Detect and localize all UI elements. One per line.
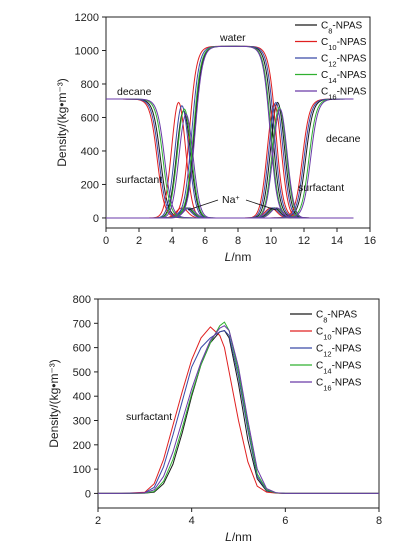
y-tick-label: 200 <box>81 179 99 191</box>
annotation-surfactant: surfactant <box>126 411 172 423</box>
legend-label-14: C14-NPAS <box>321 70 367 85</box>
x-axis-label-unit: /nm <box>232 530 252 544</box>
x-axis-label-unit: /nm <box>231 250 251 264</box>
legend-label-12: C12-NPAS <box>321 54 367 69</box>
legend-label-sub: 16 <box>328 92 336 101</box>
legend-label-sub: 10 <box>328 43 336 52</box>
plot-frame <box>97 298 380 509</box>
legend-label-main: C <box>316 327 323 338</box>
y-tick-label: 800 <box>81 79 99 91</box>
y-axis-label: Density/(kg•m⁻³) <box>47 359 61 448</box>
annotation-sodium-arrow-right <box>245 199 277 211</box>
legend-label-main: C <box>321 70 328 81</box>
legend-label-sub: 8 <box>328 26 332 35</box>
y-tick-label: 0 <box>93 213 99 225</box>
legend-label-main: C <box>321 87 328 98</box>
legend-label-10: C10-NPAS <box>321 37 367 52</box>
series-16-line <box>98 325 379 494</box>
legend-label-sub: 12 <box>328 59 336 68</box>
y-tick-label: 800 <box>73 294 91 306</box>
legend-label-sub: 12 <box>323 349 331 358</box>
legend-label-rest: -NPAS <box>332 361 362 372</box>
y-tick-label: 500 <box>73 367 91 379</box>
legend-label-main: C <box>321 54 328 65</box>
surfactant-peak-chart: 2 4 6 8 0 100 200 300 400 500 600 700 800 L/nm Density… <box>47 294 382 544</box>
legend-label-main: C <box>316 361 323 372</box>
legend-label-rest: -NPAS <box>337 54 367 65</box>
series-14-sodium-line <box>106 207 354 219</box>
legend-label-main: C <box>321 21 328 32</box>
legend-label-8: C8-NPAS <box>316 310 358 325</box>
series-10-line <box>98 326 379 494</box>
x-axis-label-italic: L <box>225 530 232 544</box>
annotation-sodium-text: Na <box>222 194 236 206</box>
legend-label-rest: -NPAS <box>332 327 362 338</box>
legend-label-rest: -NPAS <box>337 37 367 48</box>
x-tick-label: 6 <box>202 235 208 247</box>
y-axis-label: Density/(kg•m⁻³) <box>55 78 69 167</box>
x-tick-label: 8 <box>235 235 241 247</box>
legend-label-main: C <box>316 344 323 355</box>
density-profile-chart: 0 2 4 6 8 10 12 14 16 0 200 400 600 800 1000 1200 L/nm De… <box>55 12 376 264</box>
annotation-sodium-charge: + <box>235 195 239 202</box>
series-12-sodium-line <box>106 207 354 219</box>
x-tick-label: 4 <box>189 515 195 527</box>
y-tick-label: 400 <box>81 146 99 158</box>
annotation-water: water <box>219 32 246 44</box>
legend-label-16: C16-NPAS <box>316 378 362 393</box>
y-tick-label: 700 <box>73 318 91 330</box>
y-tick-label: 600 <box>81 112 99 124</box>
y-tick-label: 1000 <box>75 45 99 57</box>
x-tick-label: 2 <box>95 515 101 527</box>
x-axis-label: L/nm <box>225 250 252 264</box>
series-8-sodium-line <box>106 207 354 219</box>
legend-label-sub: 14 <box>328 76 336 85</box>
annotation-sodium-arrow-left <box>187 199 219 211</box>
legend-label-14: C14-NPAS <box>316 361 362 376</box>
legend-label-rest: -NPAS <box>332 344 362 355</box>
legend-label-main: C <box>316 378 323 389</box>
legend-label-sub: 8 <box>323 315 327 324</box>
y-tick-label: 400 <box>73 391 91 403</box>
x-tick-label: 8 <box>376 515 382 527</box>
y-tick-label: 0 <box>85 488 91 500</box>
legend-label-rest: -NPAS <box>332 21 362 32</box>
y-tick-label: 600 <box>73 343 91 355</box>
series-10-sodium-line <box>106 207 354 219</box>
x-tick-label: 6 <box>282 515 288 527</box>
legend-label-main: C <box>321 37 328 48</box>
legend-label-rest: -NPAS <box>327 310 357 321</box>
x-tick-label: 14 <box>331 235 343 247</box>
legend-label-sub: 14 <box>323 366 331 375</box>
y-tick-label: 1200 <box>75 12 99 24</box>
legend-label-rest: -NPAS <box>332 378 362 389</box>
legend-label-rest: -NPAS <box>337 87 367 98</box>
x-axis-label: L/nm <box>225 530 252 544</box>
series-14-line <box>98 321 379 494</box>
legend-label-12: C12-NPAS <box>316 344 362 359</box>
legend-label-rest: -NPAS <box>337 70 367 81</box>
annotation-sodium: Na+ <box>222 194 240 206</box>
annotation-decane-right: decane <box>326 133 361 145</box>
legend-label-10: C10-NPAS <box>316 327 362 342</box>
x-axis-label-italic: L <box>225 250 232 264</box>
annotation-decane-left: decane <box>117 86 152 98</box>
series-16-sodium-line <box>106 207 354 219</box>
x-tick-label: 10 <box>265 235 277 247</box>
annotation-surfactant-right: surfactant <box>298 182 344 194</box>
y-tick-label: 200 <box>73 440 91 452</box>
x-tick-label: 12 <box>298 235 310 247</box>
legend-label-sub: 10 <box>323 332 331 341</box>
legend-label-8: C8-NPAS <box>321 21 363 36</box>
y-tick-label: 300 <box>73 416 91 428</box>
x-tick-label: 16 <box>364 235 376 247</box>
legend-label-main: C <box>316 310 323 321</box>
annotation-surfactant-left: surfactant <box>116 174 162 186</box>
legend-label-sub: 16 <box>323 383 331 392</box>
y-tick-label: 100 <box>73 464 91 476</box>
x-tick-label: 4 <box>169 235 175 247</box>
x-tick-label: 2 <box>136 235 142 247</box>
legend-label-16: C16-NPAS <box>321 87 367 102</box>
x-tick-label: 0 <box>103 235 109 247</box>
